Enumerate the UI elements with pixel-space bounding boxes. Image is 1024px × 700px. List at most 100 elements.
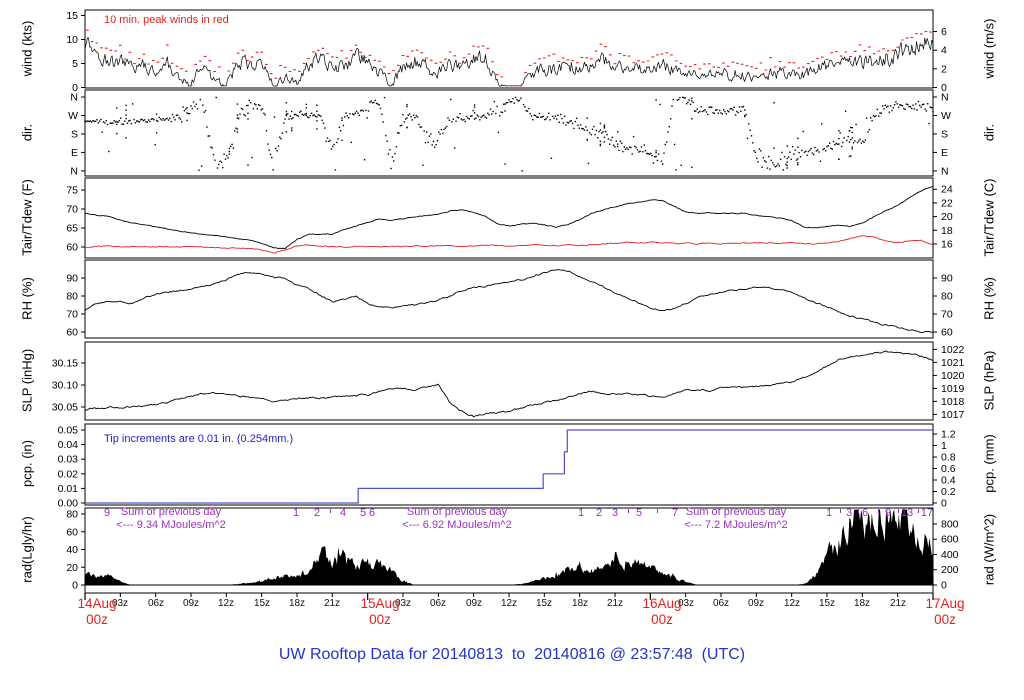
panel-pcp: 0.05 0.04 0.03 0.02 0.01 0.00 1.210.80.60.40.2… [58,423,956,510]
tick-label-right-rad: 600 [941,534,959,546]
rad-accum-marker: 1 [825,507,833,519]
tick-label-left-rad: 40 [66,544,78,556]
rad-accum-marker: 5 [359,507,367,519]
rad-accum-marker: 7 [671,507,679,519]
tick-label-right-pcp: 0 [941,498,947,510]
tick-label-right-temp: 20 [941,211,953,223]
x-axis-minor-label: 12z [783,598,801,609]
rad-accum-tick [878,509,879,513]
tick-label-right-dir: E [941,147,948,159]
rad-accum-marker: 4 [339,507,347,519]
x-axis-major-label: 17Aug 00z [925,596,965,627]
tick-label-left-rad: 20 [66,562,78,574]
rad-sum-block-1-line2: <--- 9.34 MJoules/m^2 [116,519,226,531]
tick-label-right-wind: 2 [941,63,947,75]
tick-label-right-pcp: 1 [941,440,947,452]
x-axis-minor-label: 18z [853,598,871,609]
tick-label-right-rad: 800 [941,518,959,530]
x-axis-minor-label: 15z [535,598,553,609]
x-axis-minor-label: 12z [217,598,235,609]
rad-accum-marker: 13 [900,507,914,519]
tick-label-right-dir: N [941,165,949,177]
tick-label-left-rh: 80 [66,291,78,303]
tick-label-left-pcp: 0.00 [58,498,79,510]
tick-label-left-temp: 75 [66,185,78,197]
tick-label-left-wind: 5 [72,58,78,70]
tick-label-left-dir: N [70,91,78,103]
x-axis-minor-label: 03z [111,598,129,609]
rad-sum-block-2-line1: Sum of previous day [406,506,508,518]
tick-label-left-dir: S [71,128,78,140]
tick-label-left-rh: 60 [66,327,78,339]
rad-accum-marker: 1 [292,507,300,519]
rad-accum-marker: 5 [635,507,643,519]
tick-label-left-temp: 65 [66,223,78,235]
x-axis-minor-label: 06z [429,598,447,609]
tick-label-right-rh: 60 [941,327,953,339]
rad-accum-marker: 9 [884,507,892,519]
tick-label-right-wind: 4 [941,45,947,57]
x-axis-minor-label: 06z [147,598,165,609]
tick-label-left-temp: 70 [66,204,78,216]
tick-label-right-slp: 1017 [941,409,965,421]
rad-accum-tick [858,509,859,513]
x-axis-minor-label: 21z [323,598,341,609]
panel-rh: 90 80 70 60 90 80 70 60 [66,259,953,339]
x-axis-minor-label: 09z [182,598,200,609]
tick-label-left-rh: 90 [66,273,78,285]
tick-label-left-dir: W [68,110,78,122]
rad-sum-block-3-line2: <--- 7.2 MJoules/m^2 [684,519,788,531]
tick-label-left-dir: E [71,147,78,159]
tick-label-right-dir: S [941,128,948,140]
rad-accum-tick [330,509,331,513]
rad-accum-tick [628,509,629,513]
tick-label-left-rad: 0 [72,580,78,592]
tick-label-right-dir: N [941,91,949,103]
tick-label-right-slp: 1018 [941,396,965,408]
tick-label-left-rad: 60 [66,526,78,538]
tick-label-left-temp: 60 [66,242,78,254]
rad-sum-block-3-line1: Sum of previous day [685,506,787,518]
rad-accum-tick [898,509,899,513]
tick-label-right-wind: 0 [941,82,947,94]
rad-accum-marker: 6 [368,507,376,519]
tick-label-right-slp: 1020 [941,370,965,382]
tick-label-right-slp: 1019 [941,383,965,395]
rad-accum-tick [918,509,919,513]
tick-label-right-rad: 200 [941,564,959,576]
tick-label-right-temp: 22 [941,197,953,209]
x-axis-minor-label: 03z [677,598,695,609]
tick-label-left-pcp: 0.04 [58,439,79,451]
tick-label-left-slp: 30.05 [52,402,78,414]
x-axis-minor-label: 15z [818,598,836,609]
tick-label-right-temp: 18 [941,225,953,237]
tick-label-left-slp: 30.10 [52,380,78,392]
tick-label-left-wind: 10 [66,34,78,46]
rad-accum-marker: 3 [845,507,853,519]
rad-accum-marker: 17 [920,507,934,519]
tick-label-right-rad: 400 [941,549,959,561]
x-axis-minor-label: 06z [712,598,730,609]
x-axis-major-label: 14Aug 00z [77,596,117,627]
tick-label-left-pcp: 0.02 [58,468,79,480]
tick-label-left-wind: 0 [72,82,78,94]
rad-accum-marker: 3 [611,507,619,519]
tick-label-right-wind: 6 [941,26,947,38]
x-axis-minor-label: 12z [500,598,518,609]
rad-sum-block-2-line2: <--- 6.92 MJoules/m^2 [402,519,512,531]
rad-accum-marker: 2 [313,507,321,519]
tick-label-right-temp: 24 [941,184,953,196]
tick-label-right-dir: W [941,110,951,122]
x-axis-minor-label: 03z [394,598,412,609]
tick-label-left-rh: 70 [66,309,78,321]
rad-accum-tick [840,509,841,513]
x-axis-minor-label: 21z [889,598,907,609]
x-axis-minor-label: 18z [288,598,306,609]
tick-label-left-rad: 80 [66,509,78,521]
tick-label-right-rh: 70 [941,309,953,321]
x-axis-minor-label: 18z [571,598,589,609]
